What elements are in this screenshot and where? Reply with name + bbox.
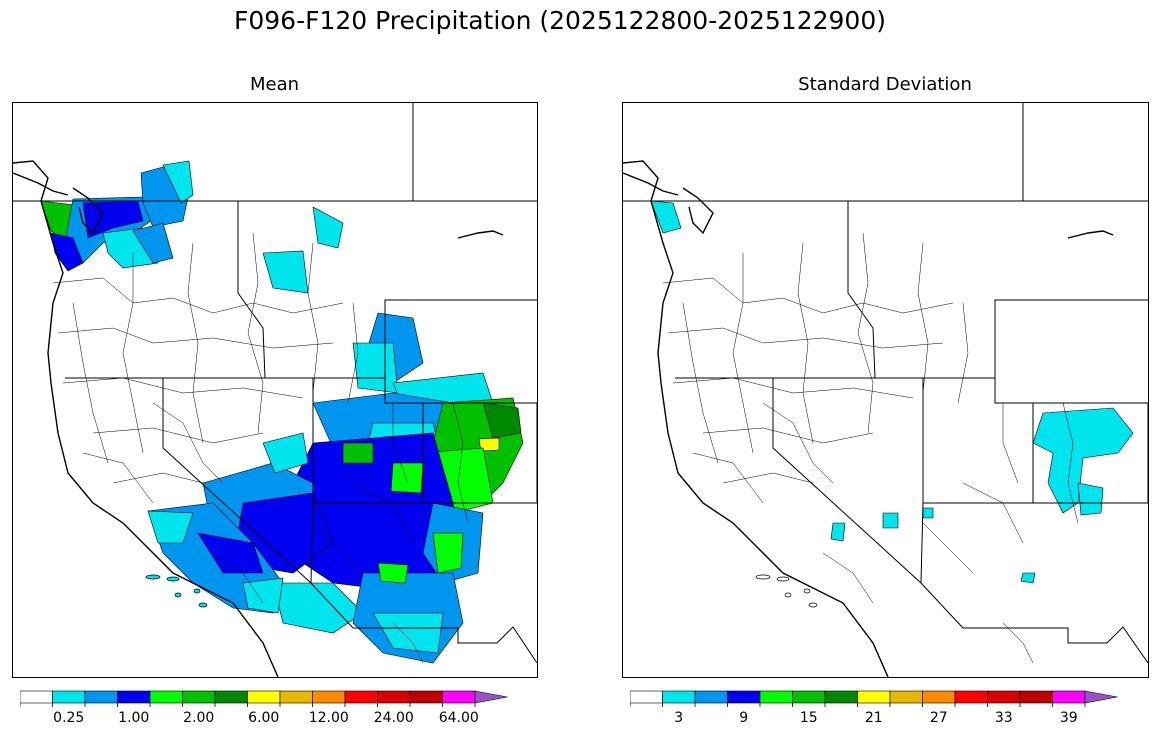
colorbar-swatch <box>344 690 378 704</box>
colorbar-swatch <box>889 690 923 704</box>
colorbar-tick-label: 24.00 <box>373 710 414 726</box>
mean-colorbar: 0.25 1.00 2.00 6.00 12.00 24.00 64.00 <box>20 690 530 726</box>
colorbar-swatch <box>630 690 663 704</box>
colorbar-tick-label: 9 <box>739 710 749 726</box>
fill-ut-std <box>922 507 934 519</box>
figure-title: F096-F120 Precipitation (2025122800-2025… <box>233 6 886 35</box>
std-colorbar-swatches <box>630 690 1118 707</box>
colorbar-swatch <box>52 690 86 704</box>
colorbar-swatch <box>474 690 508 704</box>
fill-co-east-std2 <box>1077 482 1104 516</box>
colorbar-tick-label: 0.25 <box>53 710 85 726</box>
mean-colorbar-swatches <box>20 690 508 707</box>
fill-wy-2 <box>352 342 399 394</box>
colorbar-swatch <box>442 690 476 704</box>
mean-panel-title: Mean <box>249 74 300 95</box>
fill-co-front-2 <box>482 402 522 439</box>
mean-map <box>12 102 538 678</box>
std-coastline <box>623 160 1114 677</box>
colorbar-tick-label: 3 <box>674 710 684 726</box>
fill-baja <box>242 577 284 614</box>
std-fills <box>650 200 1134 584</box>
colorbar-tick-label: 33 <box>994 710 1013 726</box>
colorbar-swatch <box>247 690 281 704</box>
fill-co-mid <box>390 462 424 494</box>
colorbar-swatch <box>377 690 411 704</box>
fill-nm-green <box>432 532 464 574</box>
fill-socal-blue <box>197 532 264 574</box>
colorbar-swatch <box>922 690 956 704</box>
colorbar-tick-label: 15 <box>799 710 818 726</box>
colorbar-tick-label: 1.00 <box>118 710 150 726</box>
fill-nm-s2 <box>372 612 444 654</box>
colorbar-swatch <box>694 690 728 704</box>
std-colorbar: 3 9 15 21 27 33 39 <box>630 690 1140 726</box>
colorbar-swatch <box>20 690 53 704</box>
fill-az-std <box>1020 572 1036 584</box>
colorbar-tick-label: 64.00 <box>438 710 479 726</box>
colorbar-swatch <box>987 690 1021 704</box>
colorbar-tick-label: 2.00 <box>183 710 215 726</box>
colorbar-tick-label: 27 <box>929 710 948 726</box>
colorbar-swatch <box>279 690 313 704</box>
colorbar-swatch <box>117 690 151 704</box>
colorbar-tick-label: 21 <box>864 710 883 726</box>
std-basin-boundaries <box>662 232 1079 664</box>
colorbar-swatch <box>1019 690 1053 704</box>
colorbar-tick-label: 6.00 <box>248 710 280 726</box>
std-islands <box>755 574 818 608</box>
colorbar-swatch <box>84 690 118 704</box>
islands <box>145 574 208 608</box>
borders <box>13 103 537 664</box>
fill-olympic <box>50 232 84 272</box>
mean-precip-fills <box>40 160 524 664</box>
fill-az-green <box>377 562 409 584</box>
fill-nv-cyan <box>262 432 309 474</box>
colorbar-swatch <box>214 690 248 704</box>
std-borders <box>623 103 1148 664</box>
fill-peak <box>478 437 500 452</box>
fill-n-cascades-2 <box>162 160 194 204</box>
fill-idaho-n <box>312 206 344 249</box>
colorbar-swatch <box>182 690 216 704</box>
coastline <box>13 160 504 677</box>
fill-wa-coast-std <box>650 200 682 234</box>
colorbar-swatch <box>824 690 858 704</box>
basin-boundaries <box>52 232 469 664</box>
std-map <box>622 102 1149 678</box>
fill-co-w <box>342 442 374 464</box>
fill-mt-w <box>262 250 309 294</box>
colorbar-swatch <box>409 690 443 704</box>
std-colorbar-labels: 3 9 15 21 27 33 39 <box>630 710 1150 730</box>
std-map-canvas <box>623 103 1148 677</box>
fill-wa-s2 <box>132 222 174 264</box>
mean-map-canvas <box>13 103 537 677</box>
colorbar-swatch <box>149 690 183 704</box>
colorbar-swatch <box>662 690 696 704</box>
colorbar-swatch <box>759 690 793 704</box>
mean-colorbar-labels: 0.25 1.00 2.00 6.00 12.00 24.00 64.00 <box>20 710 540 730</box>
colorbar-tick-label: 12.00 <box>308 710 349 726</box>
colorbar-swatch <box>857 690 891 704</box>
fill-nv-std <box>882 512 899 529</box>
colorbar-swatch <box>727 690 761 704</box>
colorbar-swatch <box>1084 690 1118 704</box>
std-panel-title: Standard Deviation <box>798 74 972 95</box>
fill-socal-cyan <box>147 510 194 544</box>
colorbar-swatch <box>312 690 346 704</box>
colorbar-swatch <box>792 690 826 704</box>
colorbar-swatch <box>954 690 988 704</box>
fill-ca-std <box>830 522 846 542</box>
colorbar-swatch <box>1052 690 1086 704</box>
colorbar-tick-label: 39 <box>1059 710 1078 726</box>
